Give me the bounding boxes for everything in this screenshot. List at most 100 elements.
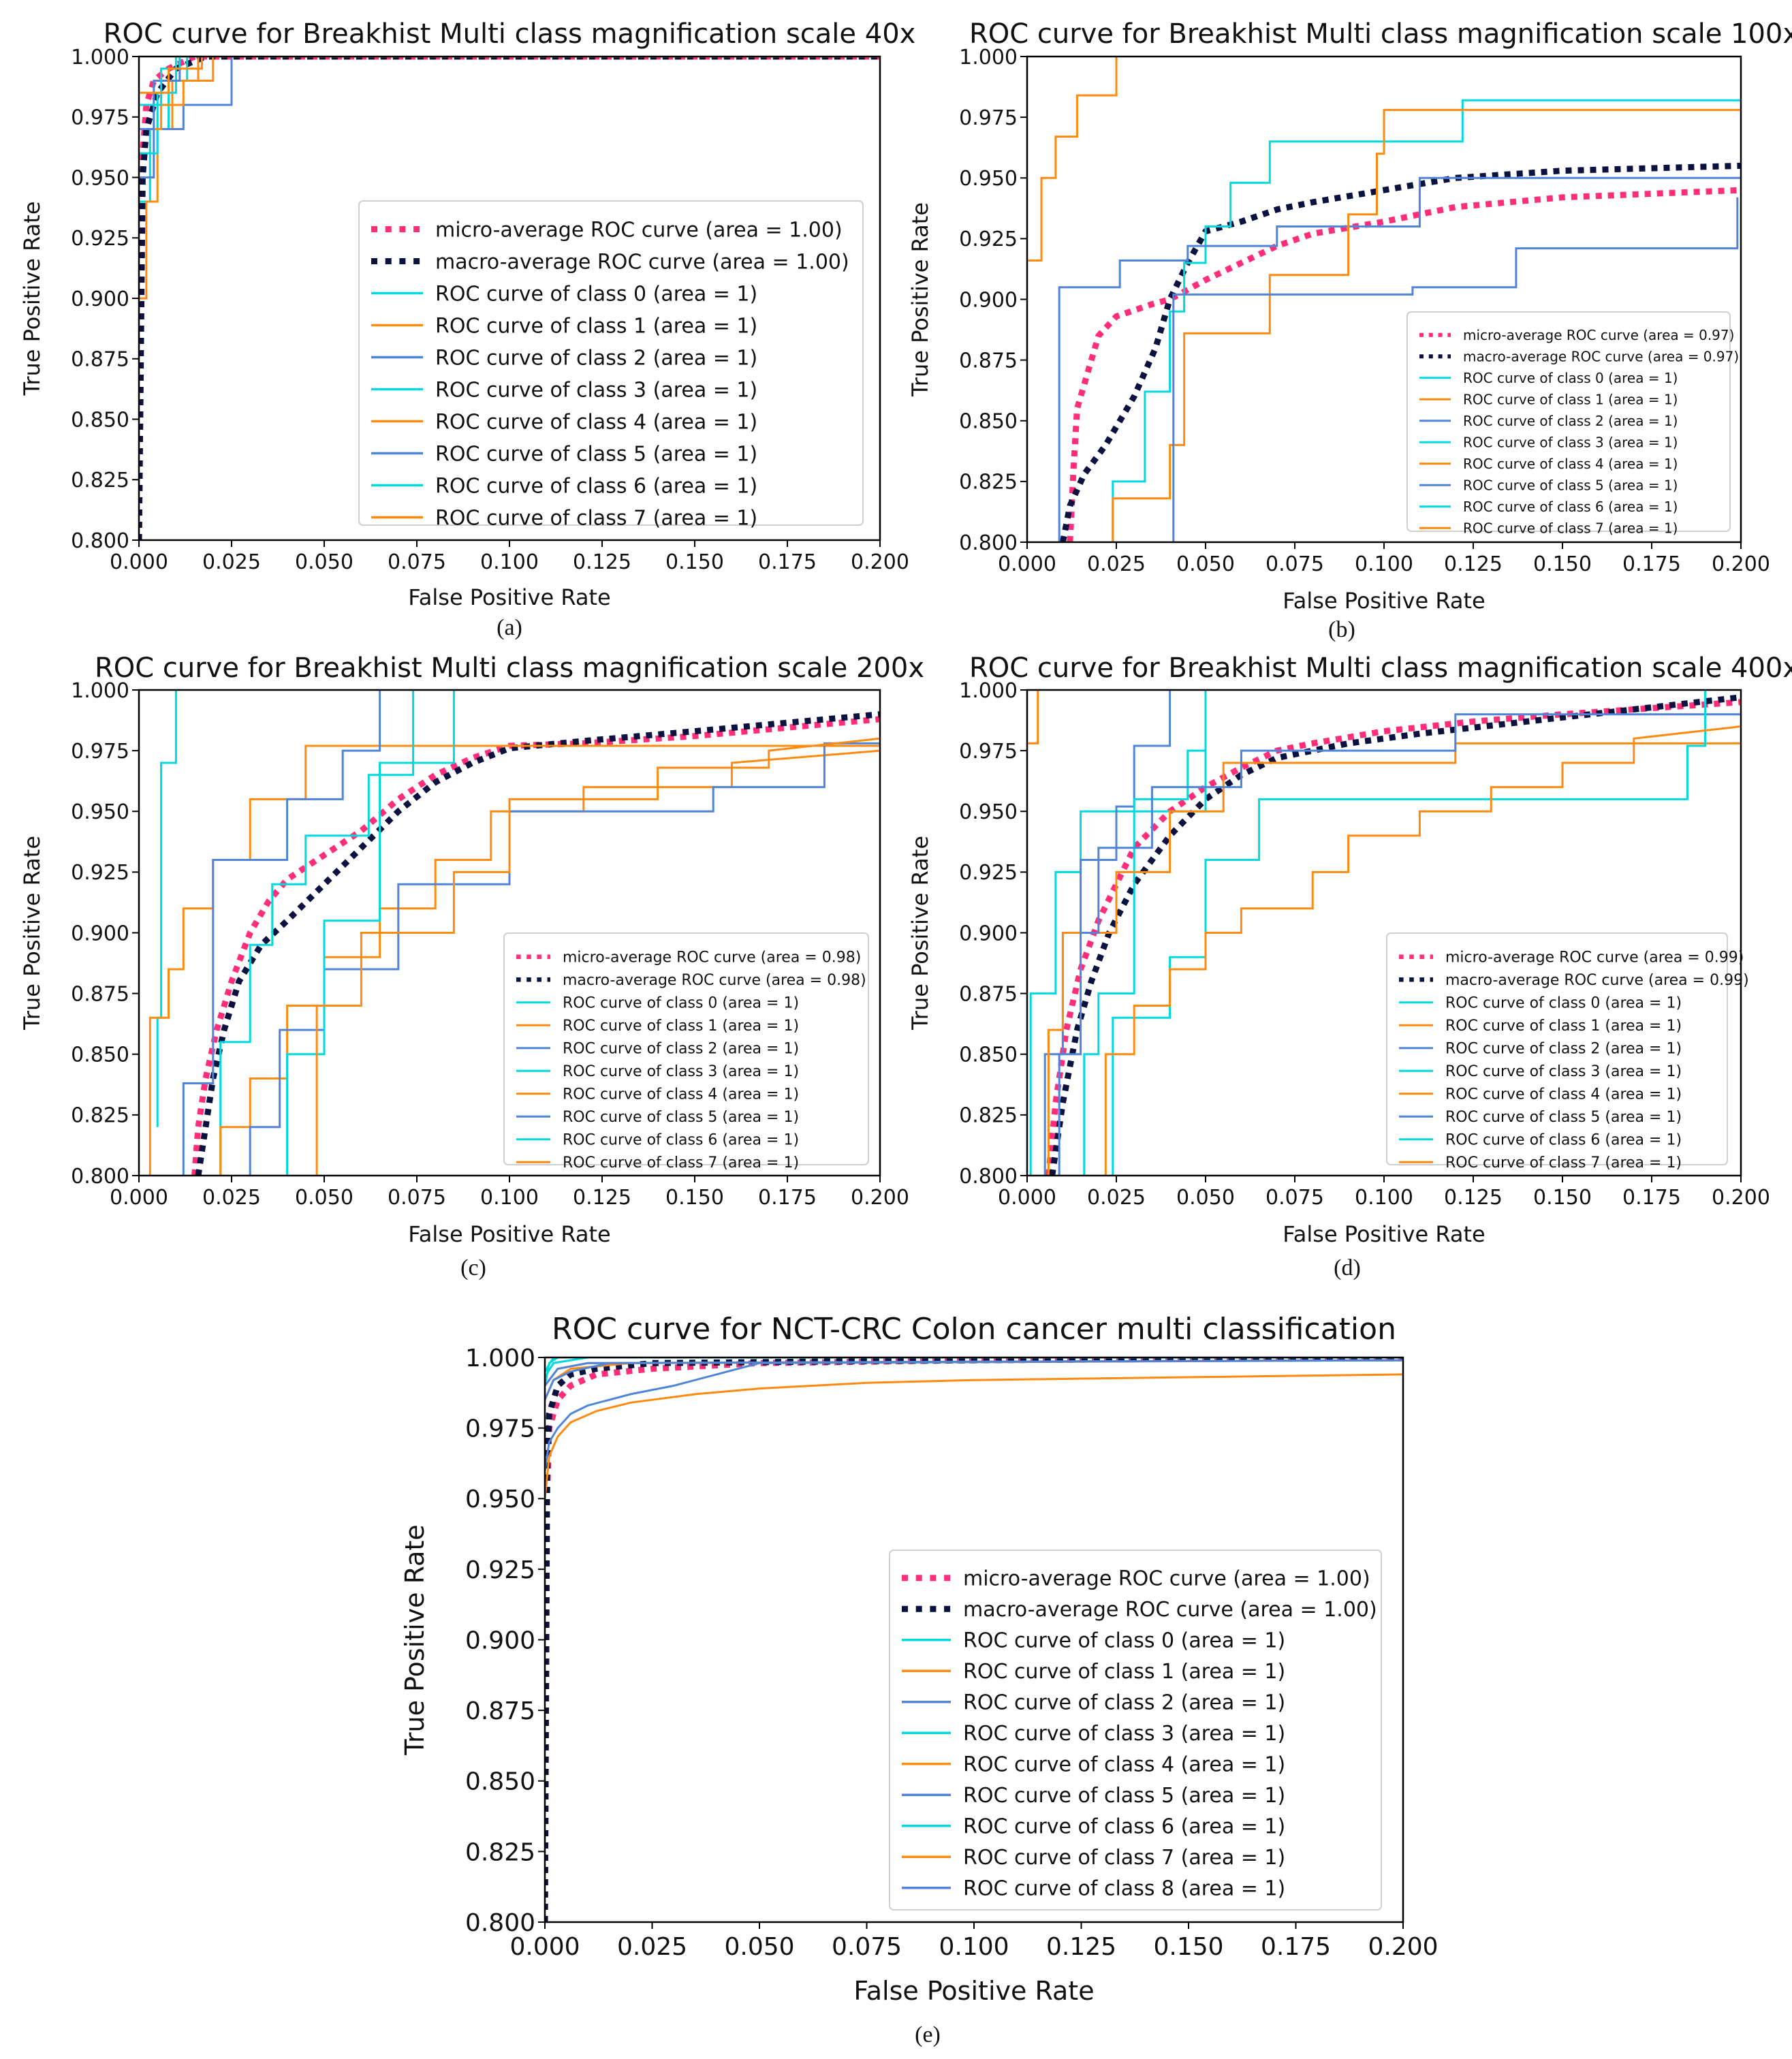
legend: micro-average ROC curve (area = 0.97) mac… (1406, 311, 1739, 536)
y-tick-label: 1.000 (959, 46, 1018, 69)
y-tick-label: 0.950 (959, 167, 1018, 191)
legend-entry-3: ROC curve of class 1 (area = 1) (1463, 391, 1678, 407)
x-tick-label: 0.200 (1712, 1186, 1770, 1210)
roc-panel-e: ROC curve for NCT-CRC Colon cancer multi… (400, 1312, 1439, 2047)
y-tick-label: 0.850 (959, 1043, 1018, 1067)
series-line-9 (1104, 725, 1741, 1176)
series-line-1 (1049, 694, 1741, 1176)
legend-entry-0: micro-average ROC curve (area = 0.97) (1463, 327, 1734, 343)
legend-entry-3: ROC curve of class 1 (area = 1) (1445, 1018, 1682, 1035)
y-tick-label: 0.900 (71, 922, 129, 945)
series-line-1 (195, 711, 880, 1176)
y-tick-label: 0.975 (71, 106, 129, 130)
series-line-8 (139, 57, 880, 106)
y-tick-label: 0.875 (465, 1697, 535, 1725)
series-line-10 (545, 1359, 1403, 1387)
series-line-3 (1027, 57, 1118, 262)
y-tick-label: 1.000 (465, 1345, 535, 1372)
legend-entry-6: ROC curve of class 4 (area = 1) (963, 1753, 1285, 1777)
legend-entry-1: macro-average ROC curve (area = 0.99) (1445, 972, 1749, 989)
y-tick-label: 0.900 (959, 288, 1018, 312)
y-tick-label: 0.975 (465, 1415, 535, 1443)
legend-entry-2: ROC curve of class 0 (area = 1) (963, 1629, 1285, 1653)
legend-box (358, 200, 864, 526)
y-tick-label: 0.800 (959, 531, 1018, 555)
y-tick-label: 0.875 (71, 982, 129, 1006)
legend-entry-5: ROC curve of class 3 (area = 1) (1445, 1063, 1682, 1080)
y-tick-label: 0.900 (71, 287, 129, 311)
y-tick-label: 0.825 (959, 1104, 1018, 1128)
x-tick-label: 0.100 (1355, 1186, 1413, 1210)
legend-entry-5: ROC curve of class 3 (area = 1) (1463, 434, 1678, 450)
series-line-5 (545, 1357, 1403, 1372)
legend-entry-4: ROC curve of class 2 (area = 1) (1463, 413, 1678, 429)
x-tick-label: 0.125 (573, 1186, 631, 1210)
legend-entry-1: macro-average ROC curve (area = 0.97) (1463, 348, 1739, 364)
y-axis-label: True Positive Rate (19, 836, 45, 1031)
legend-entry-3: ROC curve of class 1 (area = 1) (435, 314, 757, 338)
legend: micro-average ROC curve (area = 0.98) mac… (503, 932, 869, 1172)
roc-panel-d: ROC curve for Breakhist Multi class magn… (907, 653, 1792, 1280)
legend: micro-average ROC curve (area = 1.00) mac… (358, 200, 864, 530)
x-tick-label: 0.075 (1266, 552, 1324, 576)
chart-title: ROC curve for Breakhist Multi class magn… (969, 653, 1792, 684)
y-tick-label: 0.850 (465, 1768, 535, 1796)
x-tick-label: 0.000 (509, 1933, 580, 1961)
x-tick-label: 0.200 (851, 1186, 909, 1210)
legend-box (889, 1550, 1382, 1911)
series-line-4 (545, 1359, 1403, 1471)
y-tick-label: 0.900 (465, 1626, 535, 1654)
series-line-9 (545, 1359, 1403, 1387)
y-tick-label: 0.825 (71, 469, 129, 492)
y-tick-label: 0.925 (465, 1556, 535, 1584)
x-tick-label: 0.175 (1622, 1186, 1681, 1210)
y-tick-label: 0.925 (959, 861, 1018, 885)
chart-title: ROC curve for NCT-CRC Colon cancer multi… (552, 1312, 1396, 1347)
legend-entry-8: ROC curve of class 6 (area = 1) (435, 474, 757, 498)
y-tick-label: 0.850 (71, 1043, 129, 1067)
x-tick-label: 0.050 (295, 550, 353, 574)
legend-entry-8: ROC curve of class 6 (area = 1) (1445, 1132, 1682, 1149)
legend-entry-9: ROC curve of class 7 (area = 1) (1445, 1154, 1682, 1172)
y-tick-label: 0.950 (71, 166, 129, 190)
x-tick-label: 0.200 (1368, 1933, 1438, 1961)
x-tick-label: 0.050 (295, 1186, 353, 1210)
series-line-2 (156, 690, 177, 1127)
x-tick-label: 0.200 (851, 550, 909, 574)
series-line-0 (1067, 187, 1741, 542)
y-tick-label: 0.800 (71, 1165, 129, 1189)
legend-box (503, 932, 869, 1165)
legend-entry-4: ROC curve of class 2 (area = 1) (563, 1041, 799, 1058)
legend-box (1386, 932, 1728, 1165)
series-line-3 (1027, 690, 1039, 744)
legend-entry-9: ROC curve of class 7 (area = 1) (963, 1846, 1285, 1870)
x-tick-label: 0.125 (1046, 1933, 1116, 1961)
legend-entry-9: ROC curve of class 7 (area = 1) (435, 506, 757, 530)
x-tick-label: 0.000 (110, 550, 168, 574)
x-tick-label: 0.025 (202, 550, 261, 574)
x-axis-label: False Positive Rate (1283, 1221, 1485, 1247)
series-line-6 (1112, 108, 1741, 542)
x-tick-label: 0.175 (758, 550, 817, 574)
series-line-8 (545, 1357, 1403, 1378)
y-tick-label: 0.825 (465, 1838, 535, 1866)
panel-label: (d) (1334, 1255, 1361, 1280)
x-tick-label: 0.125 (1444, 1186, 1503, 1210)
roc-panel-c: ROC curve for Breakhist Multi class magn… (19, 653, 924, 1280)
series-line-2 (1029, 690, 1207, 1176)
y-tick-label: 0.800 (71, 529, 129, 553)
y-tick-label: 0.875 (71, 348, 129, 372)
legend-entry-5: ROC curve of class 3 (area = 1) (563, 1063, 799, 1080)
y-tick-label: 0.825 (959, 471, 1018, 494)
chart-title: ROC curve for Breakhist Multi class magn… (104, 18, 916, 50)
x-tick-label: 0.075 (1266, 1186, 1324, 1210)
series-line-6 (139, 57, 880, 130)
legend-box (1406, 311, 1731, 532)
series-line-6 (1047, 742, 1741, 1176)
series-line-7 (139, 57, 880, 130)
y-tick-label: 0.975 (959, 106, 1018, 130)
legend-entry-0: micro-average ROC curve (area = 0.98) (563, 949, 861, 966)
x-axis-label: False Positive Rate (408, 584, 610, 610)
y-axis-label: True Positive Rate (19, 201, 45, 396)
series-line-4 (1058, 176, 1741, 542)
